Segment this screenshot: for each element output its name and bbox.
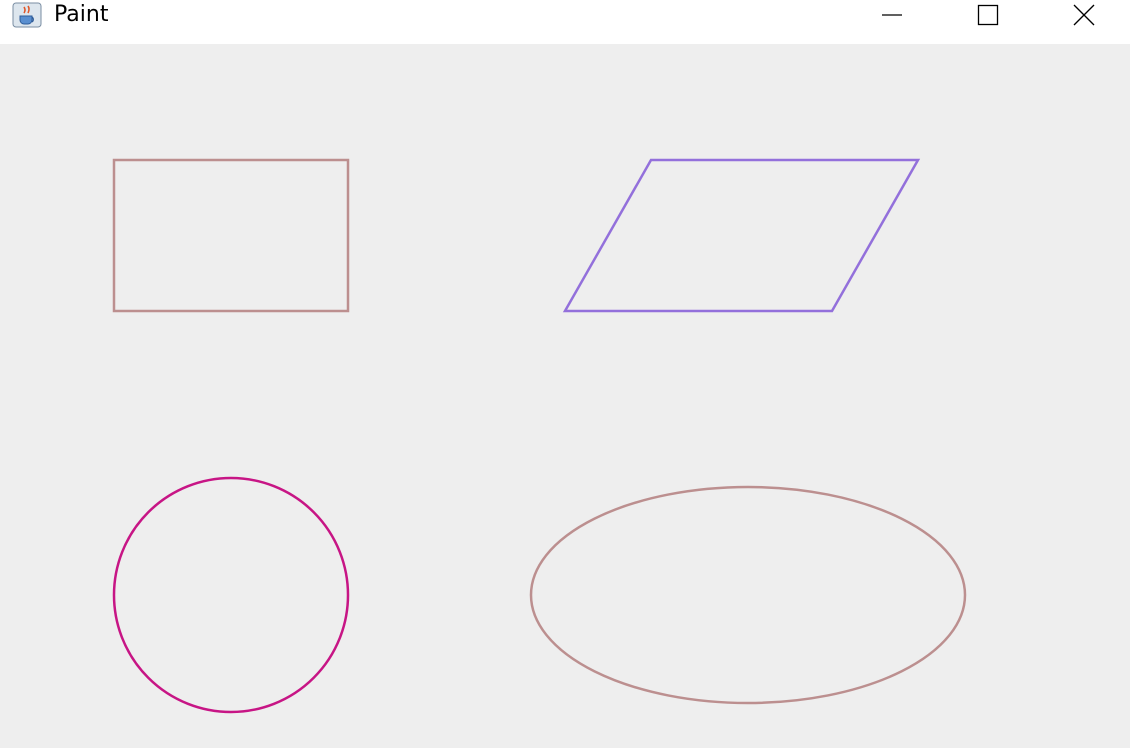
rectangle-shape — [112, 158, 350, 313]
maximize-button[interactable] — [940, 0, 1036, 30]
circle-shape — [112, 476, 350, 714]
minimize-icon — [882, 14, 902, 16]
minimize-button[interactable] — [844, 0, 940, 30]
ellipse-shape — [529, 485, 967, 705]
title-bar[interactable]: Paint — [0, 0, 1130, 44]
close-button[interactable] — [1036, 0, 1130, 30]
close-icon — [1073, 4, 1095, 26]
drawing-canvas[interactable] — [0, 44, 1130, 748]
parallelogram-shape — [562, 158, 921, 313]
java-cup-icon[interactable] — [12, 2, 42, 28]
maximize-icon — [977, 4, 999, 26]
window-title: Paint — [54, 2, 109, 27]
